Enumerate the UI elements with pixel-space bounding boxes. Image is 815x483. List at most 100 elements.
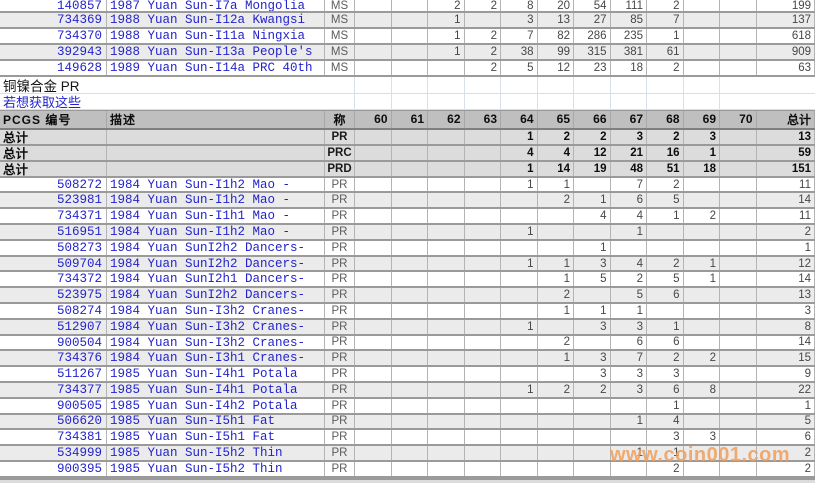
description-link[interactable]: 1988 Yuan Sun-I11a Ningxia: [107, 29, 325, 43]
pcgs-id-link[interactable]: 140857: [0, 0, 107, 11]
description-link[interactable]: 1985 Yuan Sun-I4h1 Potala: [107, 367, 325, 381]
description-link[interactable]: 1988 Yuan Sun-I12a Kwangsi: [107, 13, 325, 27]
summary-total-row: 总计PR12232313: [0, 130, 815, 146]
pcgs-id-link[interactable]: 508274: [0, 304, 107, 318]
grade-70-count-cell: [720, 0, 757, 11]
get-these-link[interactable]: 若想获取这些: [0, 94, 325, 109]
pcgs-id-link[interactable]: 149628: [0, 61, 107, 75]
grade-70-count-cell: [720, 462, 757, 476]
pcgs-id-link[interactable]: 512907: [0, 320, 107, 334]
pr-table: 5082721984 Yuan Sun-I1h2 Mao -PR11721152…: [0, 178, 815, 478]
grade-62-count-cell: [428, 241, 465, 255]
total-count-cell: 11: [757, 178, 815, 192]
pcgs-id-link[interactable]: 734372: [0, 272, 107, 286]
grade-67-count-cell: 6: [611, 193, 648, 207]
pcgs-id-link[interactable]: 900504: [0, 336, 107, 350]
description-link[interactable]: 1984 Yuan Sun-I3h2 Cranes-: [107, 336, 325, 350]
grade-63-count-cell: [465, 130, 502, 144]
pcgs-id-link[interactable]: 734370: [0, 29, 107, 43]
section-cell: [611, 77, 648, 93]
pr-table-row: 5349991985 Yuan Sun-I5h2 ThinPR112: [0, 446, 815, 462]
grade-64-count-cell: 1: [501, 257, 538, 271]
pcgs-id-link[interactable]: 734381: [0, 430, 107, 444]
grade-64-count-cell: [501, 415, 538, 429]
grade-67-count-cell: 235: [611, 29, 648, 43]
section-cell: [574, 77, 611, 93]
grade-cell: PR: [325, 272, 355, 286]
description-cell: [107, 130, 325, 144]
grade-63-count-cell: [465, 225, 502, 239]
pcgs-id-link[interactable]: 506620: [0, 415, 107, 429]
description-link[interactable]: 1984 Yuan Sun-I1h2 Mao -: [107, 193, 325, 207]
grade-68-count-cell: 2: [647, 462, 684, 476]
pcgs-id-link[interactable]: 523975: [0, 288, 107, 302]
description-link[interactable]: 1985 Yuan Sun-I4h2 Potala: [107, 399, 325, 413]
description-link[interactable]: 1985 Yuan Sun-I5h1 Fat: [107, 430, 325, 444]
pr-table-row: 9003951985 Yuan Sun-I5h2 ThinPR22: [0, 462, 815, 478]
grade-62-count-cell: 1: [428, 13, 465, 27]
description-link[interactable]: 1984 Yuan Sun-I3h1 Cranes-: [107, 351, 325, 365]
description-link[interactable]: 1984 Yuan SunI2h2 Dancers-: [107, 241, 325, 255]
pcgs-id-link[interactable]: 516951: [0, 225, 107, 239]
pcgs-id-link[interactable]: 392943: [0, 45, 107, 59]
description-link[interactable]: 1987 Yuan Sun-I7a Mongolia: [107, 0, 325, 11]
grade-63-count-cell: [465, 446, 502, 460]
grade-62-count-cell: [428, 367, 465, 381]
grade-70-count-cell: [720, 241, 757, 255]
description-link[interactable]: 1984 Yuan SunI2h1 Dancers-: [107, 272, 325, 286]
grade-64-count-cell: [501, 351, 538, 365]
header-grade-61: 61: [392, 111, 429, 128]
grade-70-count-cell: [720, 288, 757, 302]
pcgs-id-link[interactable]: 734376: [0, 351, 107, 365]
grade-68-count-cell: 2: [647, 351, 684, 365]
pcgs-id-link[interactable]: 734377: [0, 383, 107, 397]
grade-60-count-cell: [355, 130, 392, 144]
description-link[interactable]: 1989 Yuan Sun-I14a PRC 40th: [107, 61, 325, 75]
description-link[interactable]: 1985 Yuan Sun-I5h1 Fat: [107, 415, 325, 429]
pcgs-id-link[interactable]: 508273: [0, 241, 107, 255]
description-link[interactable]: 1984 Yuan Sun-I1h2 Mao -: [107, 225, 325, 239]
description-link[interactable]: 1985 Yuan Sun-I5h2 Thin: [107, 446, 325, 460]
total-count-cell: 13: [757, 130, 815, 144]
description-link[interactable]: 1984 Yuan Sun-I1h2 Mao -: [107, 178, 325, 192]
pcgs-id-link[interactable]: 509704: [0, 257, 107, 271]
grade-61-count-cell: [392, 415, 429, 429]
total-count-cell: 909: [757, 45, 815, 59]
description-link[interactable]: 1984 Yuan Sun-I1h1 Mao -: [107, 209, 325, 223]
description-link[interactable]: 1988 Yuan Sun-I13a People's: [107, 45, 325, 59]
grade-60-count-cell: [355, 320, 392, 334]
grade-70-count-cell: [720, 61, 757, 75]
description-link[interactable]: 1984 Yuan SunI2h2 Dancers-: [107, 257, 325, 271]
grade-60-count-cell: [355, 462, 392, 476]
total-count-cell: 22: [757, 383, 815, 397]
grade-cell: PR: [325, 351, 355, 365]
description-link[interactable]: 1984 Yuan Sun-I3h2 Cranes-: [107, 320, 325, 334]
total-count-cell: 15: [757, 351, 815, 365]
grade-67-count-cell: [611, 399, 648, 413]
description-link[interactable]: 1985 Yuan Sun-I4h1 Potala: [107, 383, 325, 397]
grade-cell: PR: [325, 383, 355, 397]
pcgs-id-link[interactable]: 734369: [0, 13, 107, 27]
grade-61-count-cell: [392, 61, 429, 75]
pcgs-id-link[interactable]: 900395: [0, 462, 107, 476]
description-link[interactable]: 1984 Yuan SunI2h2 Dancers-: [107, 288, 325, 302]
grade-69-count-cell: [684, 241, 721, 255]
grade-66-count-cell: 4: [574, 209, 611, 223]
pcgs-id-link[interactable]: 511267: [0, 367, 107, 381]
pcgs-id-link[interactable]: 734371: [0, 209, 107, 223]
grade-66-count-cell: 19: [574, 162, 611, 176]
description-link[interactable]: 1984 Yuan Sun-I3h2 Cranes-: [107, 304, 325, 318]
pcgs-id-link[interactable]: 523981: [0, 193, 107, 207]
section-cell: [501, 94, 538, 109]
grade-67-count-cell: 48: [611, 162, 648, 176]
grade-68-count-cell: [647, 241, 684, 255]
grade-64-count-cell: 7: [501, 29, 538, 43]
pcgs-id-link[interactable]: 900505: [0, 399, 107, 413]
pcgs-id-link[interactable]: 508272: [0, 178, 107, 192]
grade-67-count-cell: 111: [611, 0, 648, 11]
description-link[interactable]: 1985 Yuan Sun-I5h2 Thin: [107, 462, 325, 476]
total-count-cell: 13: [757, 288, 815, 302]
total-count-cell: 199: [757, 0, 815, 11]
pcgs-id-link[interactable]: 534999: [0, 446, 107, 460]
grade-60-count-cell: [355, 178, 392, 192]
